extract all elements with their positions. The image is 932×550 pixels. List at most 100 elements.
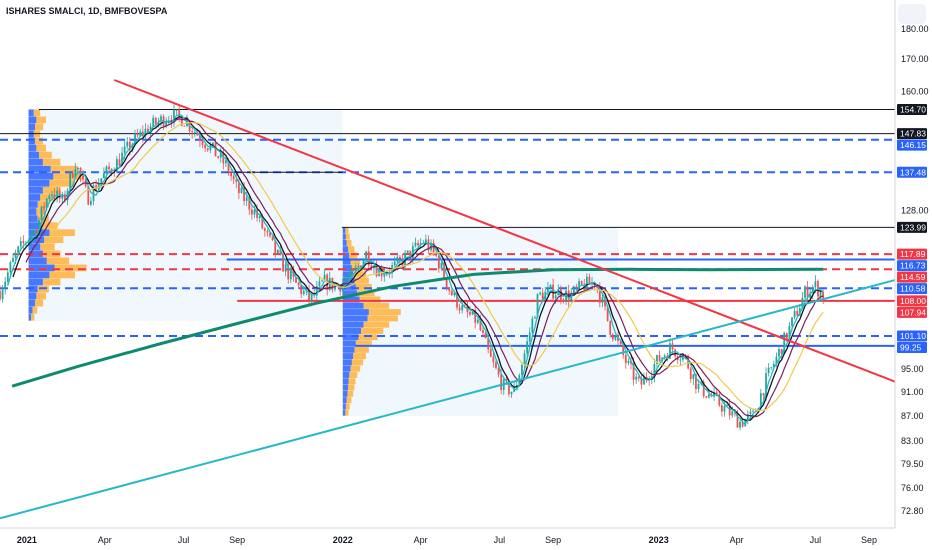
- y-tick-label: 79.50: [901, 459, 924, 469]
- volume-bin: [49, 179, 75, 187]
- candle-body: [266, 231, 269, 233]
- candle-body: [17, 246, 20, 253]
- x-tick-label: 2022: [333, 535, 353, 545]
- x-tick-label: Sep: [229, 535, 245, 545]
- volume-bin: [53, 172, 84, 180]
- volume-bin: [50, 165, 78, 173]
- candle-body: [100, 178, 103, 184]
- volume-bin: [342, 233, 346, 240]
- candle-body: [435, 251, 438, 256]
- candle-body: [45, 198, 48, 209]
- price-badge-label: 117.89: [900, 249, 926, 259]
- volume-bin: [351, 359, 364, 366]
- volume-bin: [28, 123, 36, 131]
- volume-bin: [28, 313, 32, 321]
- candle-body: [528, 332, 531, 342]
- trend-lines: [0, 79, 896, 520]
- candle-body: [487, 338, 490, 350]
- price-badge: [897, 221, 927, 233]
- volume-bin: [353, 271, 366, 278]
- candle-body: [271, 236, 274, 241]
- candle-body: [489, 349, 492, 357]
- volume-profile-range-1: [28, 109, 343, 321]
- candle-body: [30, 235, 33, 241]
- volume-bin: [350, 365, 361, 372]
- volume-bin: [342, 390, 348, 397]
- price-badge: [897, 330, 927, 342]
- volume-bin: [342, 403, 346, 410]
- candle-body: [437, 255, 440, 269]
- volume-bin: [355, 283, 372, 290]
- candle-body: [793, 310, 796, 318]
- candle-body: [624, 355, 627, 364]
- candle-body: [534, 317, 536, 319]
- candle-body: [708, 394, 710, 398]
- volume-bin: [342, 283, 356, 290]
- volume-bin: [28, 271, 50, 279]
- volume-bin: [361, 327, 384, 334]
- volume-bin: [342, 409, 346, 416]
- moving-average-5: [11, 267, 824, 388]
- volume-bin: [44, 236, 64, 244]
- candle-body: [284, 264, 287, 272]
- candle-body: [770, 367, 773, 369]
- candle-body: [269, 232, 271, 237]
- candle-body: [640, 378, 643, 385]
- volume-bin: [54, 264, 87, 272]
- price-badge: [897, 139, 927, 151]
- candle-body: [310, 294, 313, 301]
- candle-body: [739, 421, 741, 428]
- candle-body: [282, 254, 284, 272]
- candle-body: [191, 131, 194, 133]
- candle-body: [217, 156, 220, 158]
- candle-body: [212, 142, 214, 146]
- x-tick-label: Jul: [494, 535, 506, 545]
- candle-body: [300, 285, 303, 295]
- candle-body: [154, 117, 157, 125]
- candle-body: [35, 229, 38, 235]
- volume-bin: [36, 292, 46, 300]
- volume-bin: [28, 222, 42, 230]
- volume-bin: [342, 334, 359, 341]
- candle-body: [352, 270, 355, 272]
- chart-settings-toggle[interactable]: [898, 4, 926, 24]
- candle-body: [445, 277, 448, 288]
- candle-body: [575, 286, 578, 288]
- volume-bin: [32, 306, 38, 314]
- price-badge-label: 147.83: [900, 129, 926, 139]
- volume-bin: [367, 315, 398, 322]
- candle-body: [22, 241, 25, 244]
- candle-body: [619, 341, 622, 345]
- y-tick-label: 91.00: [901, 387, 924, 397]
- candle-body: [160, 116, 162, 122]
- candle-body: [536, 294, 539, 318]
- candle-body: [409, 250, 412, 259]
- volume-bin: [342, 239, 347, 246]
- candle-body: [40, 206, 43, 220]
- price-badge-label: 107.94: [900, 307, 926, 317]
- volume-bin: [342, 359, 352, 366]
- volume-bin: [36, 144, 46, 152]
- candle-body: [367, 251, 370, 266]
- candle-body: [458, 307, 461, 311]
- volume-bin: [46, 257, 70, 265]
- price-badge: [897, 306, 927, 318]
- volume-bin: [28, 158, 43, 166]
- x-tick-label: 2023: [649, 535, 669, 545]
- price-badge: [897, 128, 927, 140]
- candle-body: [131, 144, 134, 150]
- x-tick-label: Apr: [414, 535, 428, 545]
- candle-body: [261, 216, 264, 229]
- volume-bin: [349, 371, 358, 378]
- candle-body: [500, 374, 503, 391]
- candle-body: [380, 269, 383, 277]
- x-tick-label: Apr: [98, 535, 112, 545]
- y-tick-label: 160.00: [901, 87, 929, 97]
- candle-body: [627, 360, 630, 364]
- candle-body: [492, 356, 495, 363]
- candle-body: [71, 173, 74, 178]
- candle-body: [614, 336, 617, 340]
- candle-body: [752, 410, 754, 412]
- candle-body: [780, 348, 783, 355]
